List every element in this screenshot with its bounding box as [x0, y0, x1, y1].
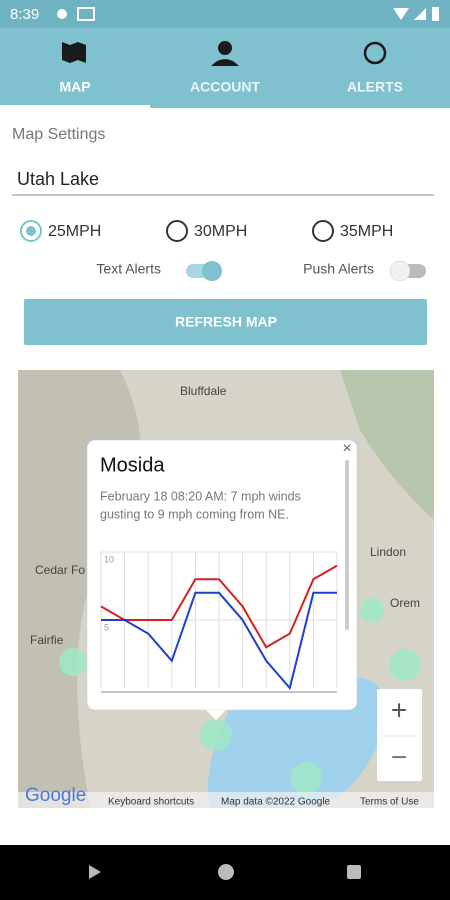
account-icon-body: [211, 59, 239, 66]
radio-button[interactable]: [20, 220, 42, 242]
button-label: REFRESH MAP: [175, 314, 277, 330]
map-marker[interactable]: [200, 719, 232, 751]
tab-bar: [0, 28, 450, 108]
radio-dot: [26, 226, 36, 236]
map-place: Cedar Fo: [35, 563, 85, 577]
map-place: Lindon: [370, 545, 406, 559]
status-time: 8:39: [10, 6, 39, 23]
map-marker[interactable]: [59, 648, 87, 676]
popup-pointer: [206, 710, 226, 720]
zoom-in[interactable]: +: [391, 694, 407, 725]
map-marker[interactable]: [360, 598, 384, 622]
status-bar: [0, 0, 450, 28]
nav-recents[interactable]: [347, 865, 361, 879]
popup-close[interactable]: ×: [342, 440, 351, 457]
alerts-icon: [363, 41, 387, 65]
y-tick-label: 10: [104, 554, 114, 564]
nav-back[interactable]: [89, 865, 101, 879]
map-marker[interactable]: [290, 762, 322, 794]
map-attribution[interactable]: Map data ©2022 Google: [221, 797, 331, 808]
tab-label[interactable]: ALERTS: [347, 79, 403, 95]
popup-description: February 18 08:20 AM: 7 mph winds: [100, 489, 301, 503]
location-input[interactable]: Utah Lake: [17, 169, 99, 189]
attribution-bar: [18, 792, 434, 808]
toggle-thumb: [202, 261, 222, 281]
radio-label: 30MPH: [194, 223, 247, 240]
info-popup: [86, 439, 358, 711]
signal-icon: [414, 8, 426, 20]
wifi-icon: [393, 8, 409, 20]
map-marker[interactable]: [389, 649, 421, 681]
popup-scrollbar: [345, 460, 349, 630]
toggle-label: Push Alerts: [303, 261, 374, 277]
toggle-thumb: [389, 260, 411, 282]
settings-icon: [57, 9, 67, 19]
radio-label: 35MPH: [340, 223, 393, 240]
map-place: Fairfie: [30, 633, 64, 647]
image-icon: [77, 7, 95, 21]
toggle-label: Text Alerts: [96, 261, 161, 277]
nav-home[interactable]: [218, 864, 234, 880]
account-icon: [218, 41, 232, 55]
map-icon: [62, 42, 86, 63]
battery-icon: [432, 7, 439, 21]
radio-button[interactable]: [312, 220, 334, 242]
popup-title: Mosida: [100, 454, 165, 476]
zoom-out[interactable]: −: [391, 741, 407, 772]
map-attribution[interactable]: Keyboard shortcuts: [108, 797, 194, 808]
settings-heading: Map Settings: [12, 126, 105, 143]
map-attribution[interactable]: Terms of Use: [360, 797, 419, 808]
series-line: [100, 564, 338, 649]
zoom-control[interactable]: [377, 689, 422, 781]
series-line: [101, 591, 337, 691]
map-place: Orem: [390, 596, 420, 610]
tab-label[interactable]: MAP: [59, 79, 90, 95]
map-place: Bluffdale: [180, 384, 227, 398]
tab-label[interactable]: ACCOUNT: [190, 79, 260, 95]
radio-button[interactable]: [166, 220, 188, 242]
popup-description: gusting to 9 mph coming from NE.: [100, 507, 289, 521]
active-tab-indicator: [0, 105, 150, 108]
map-logo: Google: [25, 785, 86, 806]
refresh-button[interactable]: [24, 299, 427, 345]
radio-label: 25MPH: [48, 223, 101, 240]
y-tick-label: 5: [104, 622, 109, 632]
map-terrain: [340, 370, 434, 520]
